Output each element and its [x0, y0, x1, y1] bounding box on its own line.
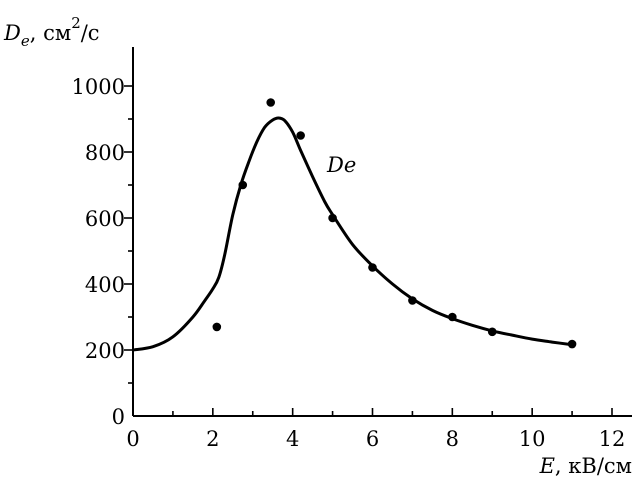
x-tick-label: 8	[446, 427, 459, 451]
y-tick-label: 400	[85, 273, 125, 297]
x-tick-label: 6	[366, 427, 379, 451]
data-point	[238, 180, 248, 190]
x-tick-label: 2	[206, 427, 219, 451]
y-axis-sup: 2	[71, 14, 81, 32]
data-point	[448, 312, 457, 322]
data-point	[328, 213, 337, 223]
y-axis-var: D	[3, 21, 21, 45]
y-tick-label: 200	[85, 339, 125, 363]
ticks-layer: 0 2 4 6 8 10 12 0 200 400 600 800 1000	[72, 75, 626, 451]
y-axis-sub: e	[21, 32, 30, 50]
data-point	[567, 339, 577, 349]
data-point	[212, 322, 222, 332]
y-axis-title: De, см2/с	[3, 14, 100, 50]
data-point	[266, 98, 276, 107]
series-label-de: De	[326, 153, 356, 177]
data-point	[408, 296, 417, 305]
x-tick-label: 10	[519, 427, 546, 451]
data-points	[212, 98, 577, 349]
y-axis-unit2: /с	[81, 21, 100, 45]
data-point	[487, 327, 497, 337]
y-tick-label: 800	[85, 141, 125, 165]
y-tick-label: 600	[85, 207, 125, 231]
data-point	[368, 263, 377, 272]
y-tick-label: 1000	[72, 75, 125, 99]
x-axis-title: E, кВ/см	[539, 454, 632, 478]
series-curve-de	[132, 116, 573, 352]
data-point	[296, 131, 305, 140]
x-tick-label: 12	[599, 427, 626, 451]
y-tick-label: 0	[112, 405, 125, 429]
x-tick-label: 0	[126, 427, 139, 451]
y-axis-unit1: , см	[30, 21, 71, 45]
x-axis-unit: , кВ/см	[555, 454, 632, 478]
x-axis-var: E	[539, 454, 555, 478]
x-tick-label: 4	[286, 427, 299, 451]
